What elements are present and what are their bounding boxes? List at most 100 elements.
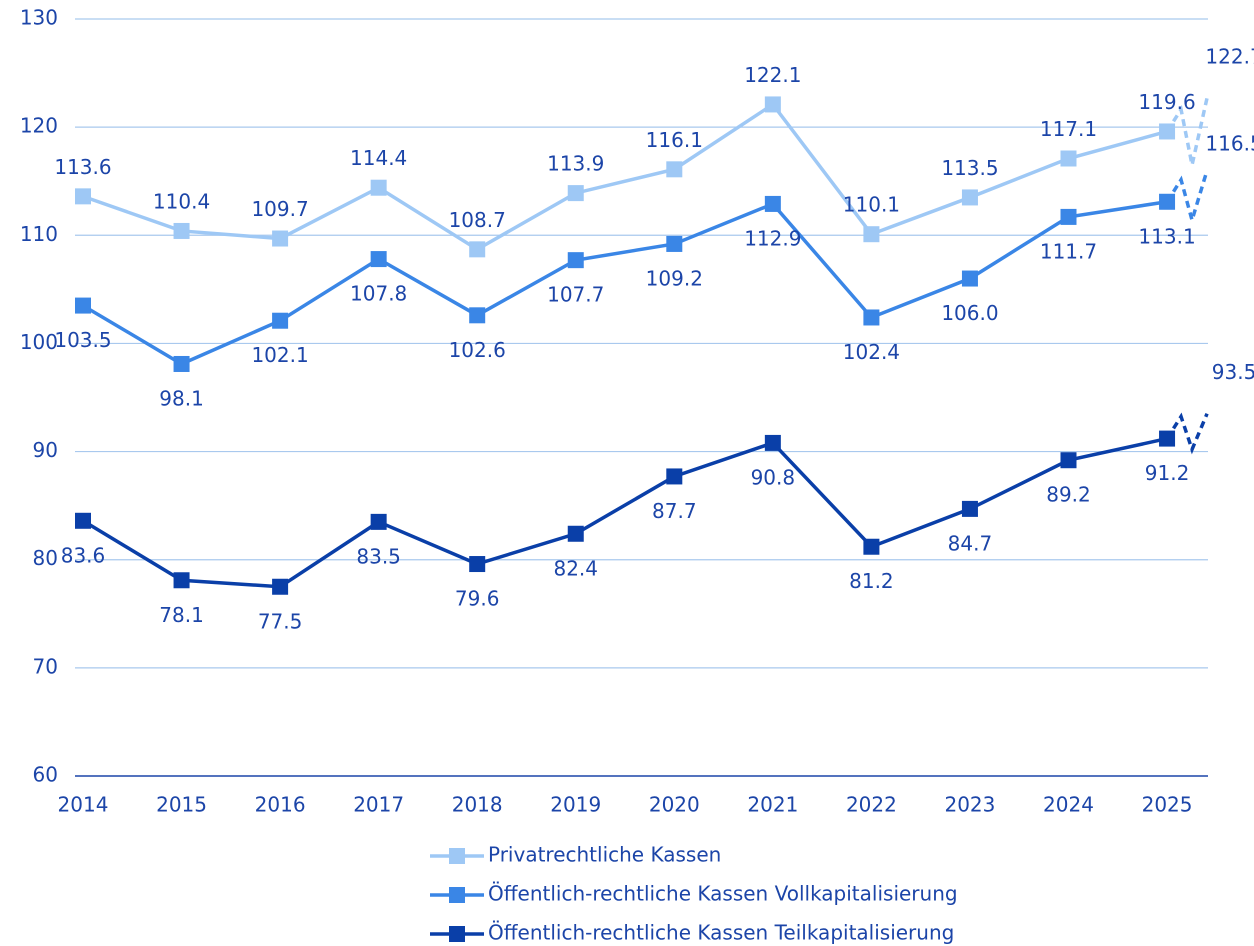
- marker: [863, 226, 880, 243]
- projection-label: 116.5: [1205, 131, 1254, 155]
- y-tick-label: 130: [20, 6, 58, 30]
- marker: [75, 188, 91, 205]
- marker: [567, 252, 584, 269]
- data-label: 112.9: [744, 226, 801, 250]
- marker: [764, 195, 781, 212]
- marker: [863, 309, 880, 326]
- data-label: 102.1: [251, 343, 308, 367]
- data-label: 113.1: [1138, 224, 1195, 248]
- legend-marker: [449, 848, 465, 864]
- y-tick-label: 60: [33, 763, 58, 787]
- data-label: 109.2: [646, 266, 703, 290]
- data-label: 111.7: [1040, 239, 1097, 263]
- data-label: 113.5: [941, 156, 998, 180]
- data-label: 77.5: [258, 609, 303, 633]
- marker: [1060, 208, 1077, 225]
- data-label: 113.6: [54, 155, 111, 179]
- marker: [370, 179, 387, 196]
- marker: [961, 189, 978, 206]
- data-label: 119.6: [1138, 90, 1195, 114]
- data-label: 102.6: [449, 338, 506, 362]
- x-tick-label: 2017: [353, 793, 404, 817]
- x-tick-label: 2014: [58, 793, 109, 817]
- x-tick-label: 2022: [846, 793, 897, 817]
- data-label: 114.4: [350, 146, 407, 170]
- data-label: 109.7: [251, 197, 308, 221]
- marker: [961, 500, 978, 517]
- marker: [75, 512, 91, 529]
- legend-label: Privatrechtliche Kassen: [488, 843, 721, 867]
- data-label: 82.4: [553, 556, 598, 580]
- marker: [1060, 452, 1077, 469]
- x-tick-label: 2025: [1142, 793, 1193, 817]
- marker: [370, 251, 387, 268]
- legend-label: Öffentlich-rechtliche Kassen Vollkapital…: [488, 882, 958, 906]
- marker: [469, 307, 486, 324]
- data-label: 83.6: [61, 543, 106, 567]
- projection-label: 93.5: [1212, 360, 1254, 384]
- projection-line: [1165, 169, 1209, 227]
- data-label: 79.6: [455, 587, 500, 611]
- marker: [370, 513, 387, 530]
- marker: [173, 355, 190, 372]
- marker: [272, 312, 289, 329]
- y-tick-label: 80: [33, 546, 58, 570]
- marker: [863, 538, 880, 555]
- marker: [173, 222, 190, 239]
- y-tick-label: 100: [20, 330, 58, 354]
- marker: [173, 572, 190, 589]
- x-tick-label: 2018: [452, 793, 503, 817]
- projection-line: [1165, 412, 1209, 455]
- marker: [961, 270, 978, 287]
- data-label: 91.2: [1145, 461, 1190, 485]
- marker: [272, 230, 289, 247]
- x-tick-label: 2023: [944, 793, 995, 817]
- y-tick-label: 90: [33, 438, 58, 462]
- marker: [1159, 193, 1176, 210]
- series-line: [82, 102, 1168, 252]
- data-label: 110.1: [843, 193, 900, 217]
- marker: [1159, 123, 1176, 140]
- data-label: 113.9: [547, 152, 604, 176]
- data-label: 103.5: [54, 328, 111, 352]
- y-tick-label: 70: [33, 654, 58, 678]
- x-tick-label: 2015: [156, 793, 207, 817]
- data-label: 84.7: [948, 531, 993, 555]
- marker: [75, 297, 91, 314]
- marker: [1159, 430, 1176, 447]
- data-label: 102.4: [843, 340, 900, 364]
- x-tick-label: 2020: [649, 793, 700, 817]
- x-tick-label: 2024: [1043, 793, 1094, 817]
- data-label: 83.5: [356, 544, 401, 568]
- data-label: 108.7: [449, 208, 506, 232]
- marker: [469, 241, 486, 258]
- marker: [272, 578, 289, 595]
- marker: [764, 434, 781, 451]
- marker: [469, 556, 486, 573]
- marker: [666, 235, 683, 252]
- data-label: 106.0: [941, 301, 998, 325]
- x-tick-label: 2016: [255, 793, 306, 817]
- x-tick-label: 2021: [747, 793, 798, 817]
- data-label: 107.8: [350, 282, 407, 306]
- data-label: 87.7: [652, 499, 697, 523]
- data-label: 110.4: [153, 189, 210, 213]
- data-label: 78.1: [159, 603, 204, 627]
- data-label: 116.1: [646, 128, 703, 152]
- marker: [666, 161, 683, 178]
- marker: [567, 525, 584, 542]
- data-label: 89.2: [1046, 483, 1091, 507]
- y-tick-label: 110: [20, 222, 58, 246]
- legend-marker: [449, 926, 465, 942]
- legend-marker: [449, 887, 465, 903]
- projection-line: [1165, 97, 1209, 166]
- legend-label: Öffentlich-rechtliche Kassen Teilkapital…: [488, 921, 954, 945]
- data-label: 117.1: [1040, 117, 1097, 141]
- data-label: 98.1: [159, 386, 204, 410]
- data-label: 122.1: [744, 63, 801, 87]
- marker: [764, 96, 781, 113]
- data-label: 90.8: [751, 465, 796, 489]
- marker: [567, 185, 584, 202]
- marker: [1060, 150, 1077, 167]
